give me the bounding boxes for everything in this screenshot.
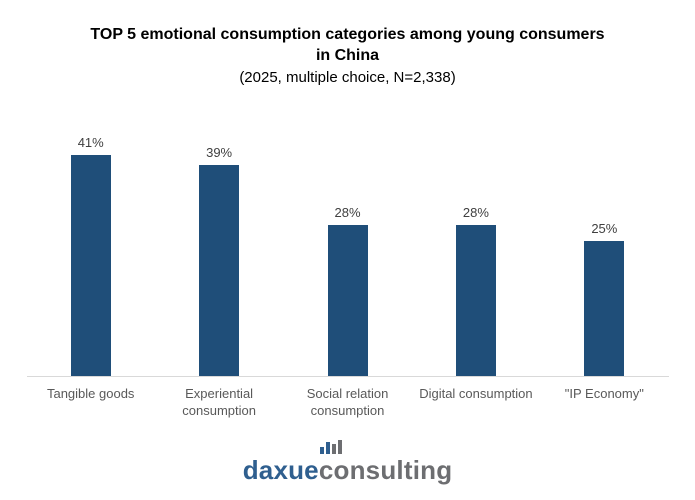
logo-bar	[332, 444, 337, 454]
logo-bar	[338, 440, 343, 454]
category-label: Digital consumption	[419, 386, 533, 401]
x-axis-line	[26, 376, 669, 377]
plot-area: 41% 39% 28% 28% 25%	[27, 126, 669, 376]
bar-value-label: 28%	[462, 205, 489, 220]
daxue-consulting-logo: daxueconsulting	[242, 440, 453, 485]
bar-column: 25%	[540, 221, 668, 376]
chart-subtitle: (2025, multiple choice, N=2,338)	[239, 69, 456, 86]
bar-chart: 41% 39% 28% 28% 25% Tangible goods Experienti…	[26, 126, 669, 419]
bar-3	[327, 225, 368, 376]
bar-5	[584, 241, 625, 376]
category-label: Social relation consumption	[306, 386, 389, 418]
bar-column: 28%	[412, 205, 540, 376]
bar-value-label: 41%	[77, 135, 104, 150]
category-label: Tangible goods	[46, 386, 135, 401]
chart-header: TOP 5 emotional consumption categories a…	[0, 24, 695, 88]
bar-value-label: 39%	[206, 145, 233, 160]
chart-title-line-1: TOP 5 emotional consumption categories a…	[90, 26, 605, 43]
bar-column: 41%	[27, 135, 155, 376]
logo-bar	[326, 442, 331, 454]
category-label: Experiential consumption	[182, 386, 256, 418]
chart-title-line-2: in China	[315, 47, 380, 64]
chart-canvas: TOP 5 emotional consumption categories a…	[0, 24, 695, 485]
logo-bar	[320, 447, 325, 454]
category-axis: Tangible goods Experiential consumption So…	[27, 377, 669, 419]
bar-column: 39%	[155, 145, 283, 376]
category-label: "IP Economy"	[564, 386, 644, 401]
bar-column: 28%	[283, 205, 411, 376]
bar-value-label: 28%	[334, 205, 361, 220]
logo-text-consulting: consulting	[318, 455, 453, 485]
bar-2	[199, 165, 240, 376]
bar-chart-icon	[320, 440, 343, 454]
bar-4	[455, 225, 496, 376]
bar-value-label: 25%	[591, 221, 618, 236]
bar-1	[70, 155, 111, 376]
logo-text-daxue: daxue	[242, 455, 319, 485]
